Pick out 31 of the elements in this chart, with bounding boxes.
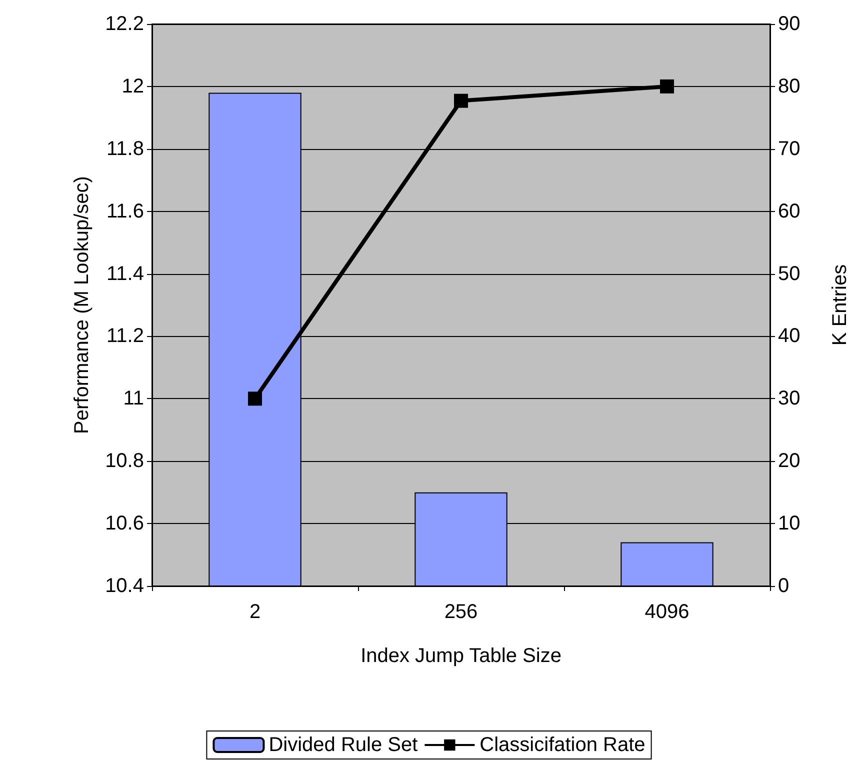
y2-tick-label: 20 (778, 450, 800, 472)
y-tick-label: 11.8 (106, 138, 144, 160)
x-tick-label: 2 (249, 601, 261, 623)
x-axis-title: Index Jump Table Size (360, 645, 562, 667)
y2-tick-label: 60 (778, 200, 800, 222)
y-tick-label: 11 (123, 388, 144, 410)
y-tick-label: 10.6 (105, 512, 144, 535)
point (454, 94, 468, 108)
y-axis-title: Performance (M Lookup/sec) (71, 176, 93, 434)
y2-tick-label: 10 (778, 512, 800, 535)
y-tick-label: 11.2 (106, 325, 144, 348)
y2-tick-label: 30 (778, 388, 800, 410)
point (660, 79, 674, 94)
y-tick-label: 12 (122, 75, 144, 98)
y2-tick-label: 80 (778, 75, 800, 98)
legend-label: Classicifation Rate (480, 734, 646, 756)
y2-tick-label: 50 (778, 262, 800, 285)
legend-label: Divided Rule Set (268, 734, 418, 756)
y2-tick-label: 40 (778, 325, 800, 348)
y2-tick-label: 0 (778, 575, 790, 597)
y-tick-label: 12.2 (105, 13, 144, 35)
y2-tick-label: 90 (778, 13, 800, 35)
y2-axis-title: K Entries (829, 264, 851, 346)
y-tick-label: 11.4 (106, 262, 144, 285)
y2-tick-label: 70 (778, 138, 800, 160)
x-tick-label: 4096 (644, 601, 690, 623)
y-tick-label: 10.4 (105, 575, 144, 597)
x-tick-label: 256 (444, 601, 478, 623)
point (248, 392, 262, 406)
y-tick-label: 11.6 (106, 200, 144, 222)
y-tick-label: 10.8 (105, 450, 144, 472)
